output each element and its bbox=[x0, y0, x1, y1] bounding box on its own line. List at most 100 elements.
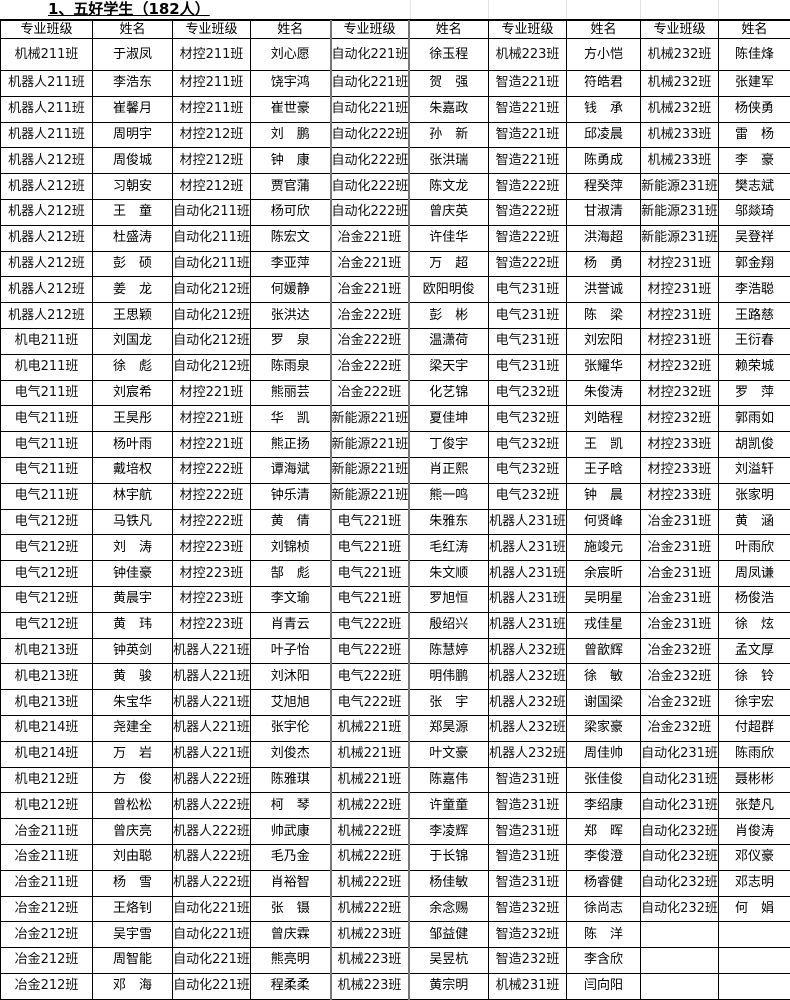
student-name-cell: 刘皓程 bbox=[566, 405, 641, 433]
class-cell: 冶金232班 bbox=[640, 689, 719, 716]
class-cell: 机器人232班 bbox=[488, 689, 567, 716]
header-name: 姓名 bbox=[250, 20, 331, 39]
class-cell: 机电214班 bbox=[0, 714, 93, 742]
class-cell: 机电211班 bbox=[0, 353, 93, 381]
table-row: 电气212班刘 涛材控223班 刘锦桢 电气221班 毛红涛 机器人231班 施竣元 冶金2… bbox=[0, 534, 790, 562]
class-cell: 新能源221班 bbox=[329, 431, 409, 458]
student-name-cell: 谭海斌 bbox=[250, 456, 331, 484]
class-cell: 电气222班 bbox=[329, 663, 409, 691]
class-cell: 材控211班 bbox=[172, 95, 251, 123]
student-name-cell: 肖青云 bbox=[250, 611, 331, 639]
class-cell: 冶金222班 bbox=[329, 302, 409, 329]
student-name-cell: 何 娟 bbox=[718, 895, 790, 923]
class-cell: 智造231班 bbox=[488, 818, 567, 845]
student-name-cell: 杨佳敏 bbox=[407, 869, 489, 897]
class-cell: 自动化212班 bbox=[172, 276, 251, 304]
student-name-cell: 刘锦桢 bbox=[250, 534, 331, 562]
class-cell: 电气212班 bbox=[0, 560, 93, 587]
student-name-cell: 刘沐阳 bbox=[250, 663, 331, 691]
class-cell: 电气231班 bbox=[488, 302, 567, 329]
class-cell: 机械233班 bbox=[640, 147, 719, 175]
student-name-cell: 邓 海 bbox=[92, 972, 173, 1000]
student-name-cell: 杨俊浩 bbox=[718, 585, 790, 613]
student-name-cell: 马铁凡 bbox=[92, 508, 173, 536]
table-row: 机器人211班 李浩东 材控211班 饶宇鸿 自动化221班贺 强智造221班 符皓君 机械… bbox=[0, 70, 790, 97]
gridline bbox=[718, 0, 719, 19]
class-cell: 材控221班 bbox=[172, 405, 251, 433]
student-name-cell: 钟 康 bbox=[250, 147, 331, 175]
class-cell: 自动化221班 bbox=[329, 95, 409, 123]
student-name-cell: 徐 铃 bbox=[718, 663, 790, 691]
class-cell: 自动化212班 bbox=[172, 353, 251, 381]
student-name-cell: 刘由聪 bbox=[92, 843, 173, 871]
class-cell: 自动化222班 bbox=[329, 121, 409, 149]
class-cell: 智造222班 bbox=[488, 198, 567, 226]
class-cell: 智造232班 bbox=[488, 921, 567, 949]
student-name-cell: 肖正熙 bbox=[407, 456, 489, 484]
student-name-cell bbox=[718, 921, 790, 949]
class-cell: 冶金231班 bbox=[640, 508, 719, 536]
table-row: 机器人211班 周明宇 材控212班刘 鹏自动化222班孙 新智造221班 邱凌晨 机械… bbox=[0, 121, 790, 149]
class-cell: 机器人212班 bbox=[0, 302, 93, 329]
class-cell: 电气232班 bbox=[488, 379, 567, 407]
class-cell: 自动化231班 bbox=[640, 766, 719, 794]
class-cell: 智造222班 bbox=[488, 173, 567, 200]
student-name-cell: 王衍春 bbox=[718, 327, 790, 355]
student-name-cell: 陈雨泉 bbox=[250, 353, 331, 381]
table-row: 机电211班徐 彪自动化212班 陈雨泉 冶金222班 梁天宇 电气231班 张耀华 材控2… bbox=[0, 353, 790, 381]
table-row: 机器人211班 崔馨月 材控211班 崔世豪 自动化221班 朱嘉政 智造221班钱 承机械… bbox=[0, 95, 790, 123]
table-row: 机器人212班 周俊城 材控212班钟 康自动化222班 张洪瑞 智造221班 陈勇成 机械… bbox=[0, 147, 790, 175]
student-name-cell: 樊志斌 bbox=[718, 173, 790, 200]
class-cell: 机械231班 bbox=[488, 972, 567, 1000]
student-name-cell: 张楚凡 bbox=[718, 792, 790, 820]
student-name-cell: 甘淑清 bbox=[566, 198, 641, 226]
table-row: 冶金212班邓 海自动化221班 程柔柔 机械223班 黄宗明 机械231班 闫向阳 bbox=[0, 972, 790, 1000]
class-cell: 机器人231班 bbox=[488, 534, 567, 562]
class-cell: 电气211班 bbox=[0, 431, 93, 458]
class-cell: 智造221班 bbox=[488, 121, 567, 149]
gridline bbox=[640, 0, 641, 19]
student-name-cell: 彭 硕 bbox=[92, 250, 173, 278]
class-cell: 机械232班 bbox=[640, 95, 719, 123]
class-cell: 机器人222班 bbox=[172, 843, 251, 871]
table-row: 机器人212班 杜盛涛 自动化211班 陈宏文 冶金221班 许佳华 智造222班 洪海超 新能… bbox=[0, 224, 790, 252]
student-name-cell: 方 俊 bbox=[92, 766, 173, 794]
class-cell: 机器人211班 bbox=[0, 95, 93, 123]
class-cell: 电气211班 bbox=[0, 379, 93, 407]
student-name-cell: 张建军 bbox=[718, 70, 790, 97]
class-cell: 材控233班 bbox=[640, 456, 719, 484]
student-name-cell: 崔馨月 bbox=[92, 95, 173, 123]
student-name-cell: 许佳华 bbox=[407, 224, 489, 252]
student-name-cell: 肖俊涛 bbox=[718, 818, 790, 845]
table-row: 冶金212班 周智能 自动化221班 熊亮明 机械223班 吴昱杭 智造232班 李含欣 bbox=[0, 947, 790, 974]
student-name-cell: 朱嘉政 bbox=[407, 95, 489, 123]
student-name-cell: 李含欣 bbox=[566, 947, 641, 974]
class-cell: 机器人231班 bbox=[488, 508, 567, 536]
student-name-cell: 符皓君 bbox=[566, 70, 641, 97]
student-name-cell: 柯 琴 bbox=[250, 792, 331, 820]
class-cell: 材控222班 bbox=[172, 482, 251, 510]
student-name-cell: 陈勇成 bbox=[566, 147, 641, 175]
student-name-cell: 罗 泉 bbox=[250, 327, 331, 355]
table-row: 机器人212班彭 硕自动化211班 李亚萍 冶金221班万 超智造222班杨 勇材控… bbox=[0, 250, 790, 278]
class-cell: 机械221班 bbox=[329, 766, 409, 794]
class-cell: 冶金231班 bbox=[640, 560, 719, 587]
student-name-cell: 熊亮明 bbox=[250, 947, 331, 974]
class-cell: 机器人222班 bbox=[172, 869, 251, 897]
student-name-cell: 余宸昕 bbox=[566, 560, 641, 587]
student-name-cell: 周凤谦 bbox=[718, 560, 790, 587]
class-cell: 机器人221班 bbox=[172, 714, 251, 742]
student-name-cell: 余念赐 bbox=[407, 895, 489, 923]
class-cell: 机电214班 bbox=[0, 740, 93, 768]
class-cell: 机器人222班 bbox=[172, 792, 251, 820]
header-class: 专业班级 bbox=[172, 20, 251, 39]
header-name: 姓名 bbox=[718, 20, 790, 39]
gridline bbox=[488, 0, 489, 19]
table-row: 电气212班 钟佳豪 材控223班郜 彪电气221班 朱文顺 机器人231班 余宸昕 冶金2… bbox=[0, 560, 790, 587]
student-name-cell: 张耀华 bbox=[566, 353, 641, 381]
class-cell: 机器人212班 bbox=[0, 198, 93, 226]
student-name-cell: 杨可欣 bbox=[250, 198, 331, 226]
class-cell: 材控232班 bbox=[640, 353, 719, 381]
class-cell: 新能源231班 bbox=[640, 173, 719, 200]
table-row: 机器人212班王 童自动化211班 杨可欣 自动化222班 曾庆英 智造222班 甘淑清新… bbox=[0, 198, 790, 226]
